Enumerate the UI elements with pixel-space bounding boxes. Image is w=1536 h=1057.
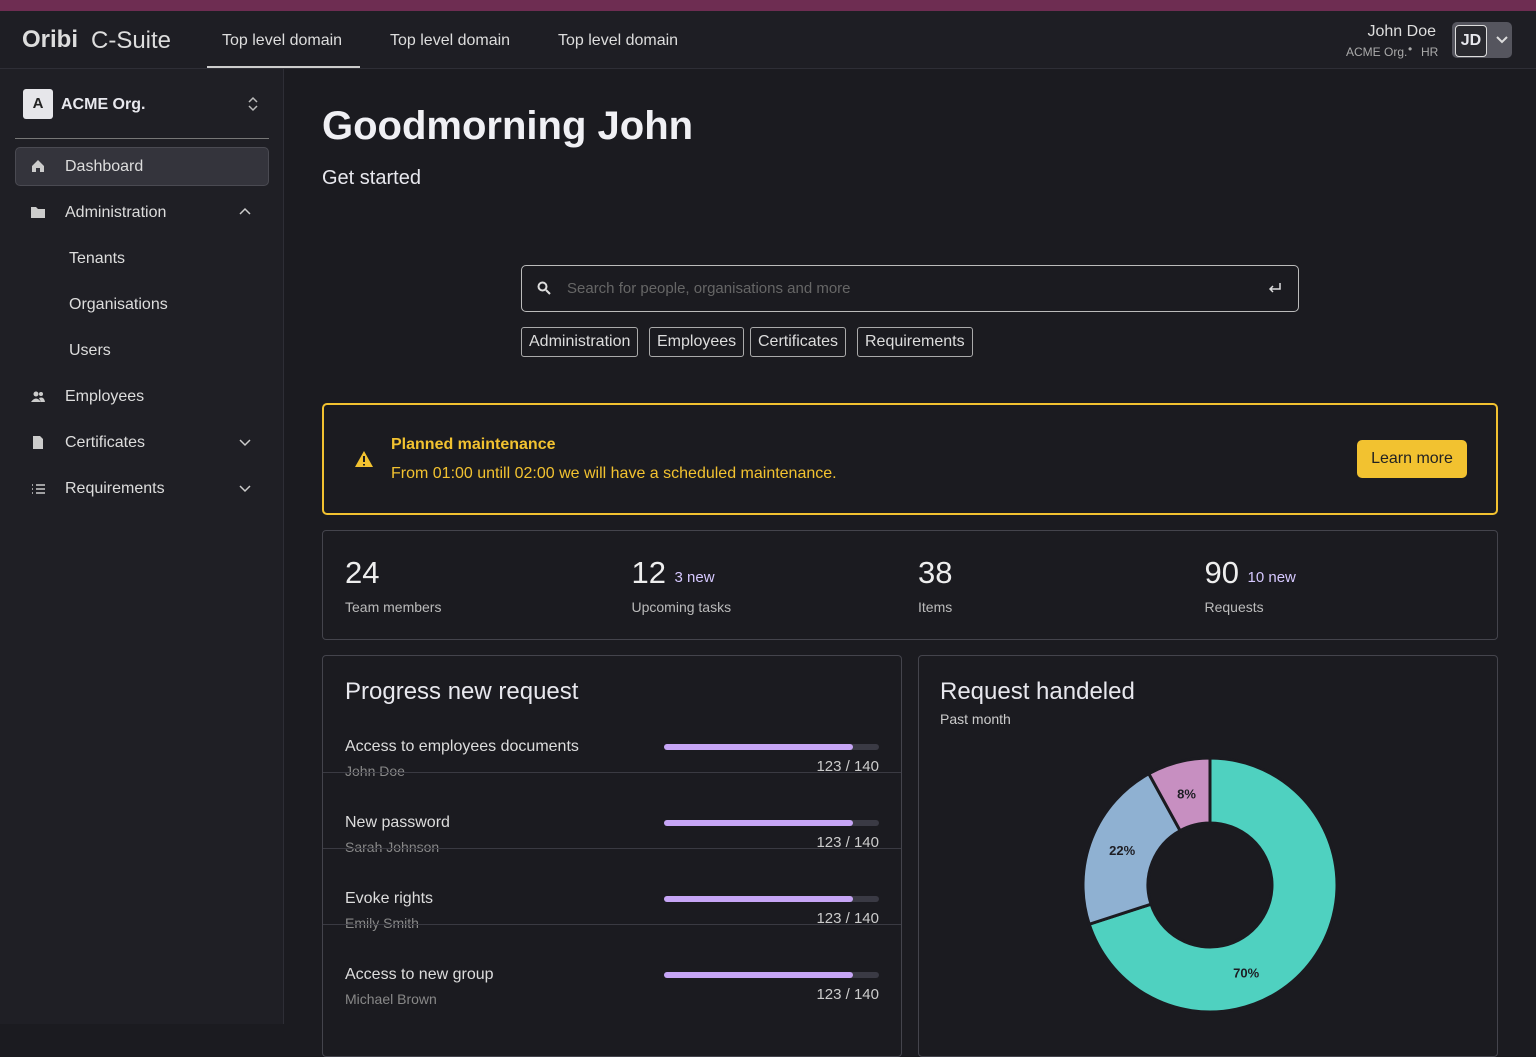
tab-underline [207, 66, 360, 68]
chip[interactable]: Requirements [857, 327, 973, 357]
icon-list [32, 484, 45, 494]
tab[interactable]: Top level domain [222, 32, 343, 49]
org-switch[interactable] [247, 96, 259, 112]
nav-sub-item[interactable]: Users [69, 342, 111, 359]
nav-active[interactable] [15, 147, 269, 186]
alert-title: Planned maintenance [391, 436, 556, 453]
product: C-Suite [91, 27, 172, 54]
request-name: Evoke rights [345, 890, 434, 907]
stat-note: 10 new [1247, 569, 1296, 586]
row-separator [323, 772, 901, 773]
request-name: New password [345, 814, 450, 831]
icon-warning [355, 451, 373, 467]
nav-item[interactable]: Certificates [65, 434, 146, 451]
request-name: Access to new group [345, 966, 494, 983]
icon-folder [31, 207, 45, 218]
user-org: ACME Org. [1346, 45, 1408, 59]
user-role: HR [1421, 45, 1439, 59]
slice-label: 8% [1177, 786, 1196, 801]
dot: • [1408, 42, 1413, 56]
nav-item[interactable]: Dashboard [65, 158, 144, 175]
chip[interactable]: Employees [649, 327, 745, 357]
nav-item[interactable]: Administration [65, 204, 167, 221]
stat-value: 24 [345, 555, 380, 590]
progress-bar [664, 744, 853, 750]
progress-label: 123 / 140 [816, 834, 879, 851]
chevron [239, 207, 251, 215]
learn-more-button[interactable]: Learn more [1357, 440, 1467, 478]
divider [15, 138, 269, 139]
request-person: John Doe [345, 763, 405, 779]
progress-label: 123 / 140 [816, 986, 879, 1003]
icon-doc [33, 436, 43, 449]
progress-bar [664, 820, 853, 826]
nav-item[interactable]: Employees [65, 388, 145, 405]
search-box[interactable] [521, 265, 1299, 312]
tab[interactable]: Top level domain [390, 32, 511, 49]
donut-slice [1146, 756, 1212, 833]
icon-enter [1268, 283, 1281, 293]
stat-label: Upcoming tasks [631, 599, 732, 615]
greeting: Goodmorning John [322, 104, 694, 148]
header [0, 11, 1536, 69]
alert-message: From 01:00 untill 02:00 we will have a s… [391, 465, 837, 482]
sidebar [0, 69, 284, 1024]
chip[interactable]: Certificates [750, 327, 847, 357]
progress-track [664, 820, 879, 826]
donut-slice [1087, 756, 1339, 1014]
stat-value: 38 [918, 555, 953, 590]
stat-note: 3 new [674, 569, 715, 586]
slice-label: 70% [1233, 965, 1259, 980]
nav-sub-item[interactable]: Tenants [69, 250, 126, 267]
row-separator [323, 848, 901, 849]
tab[interactable]: Top level domain [558, 32, 679, 49]
alert [322, 403, 1498, 515]
search-placeholder: Search for people, organisations and mor… [567, 280, 851, 297]
icon-people [31, 391, 45, 402]
stat-value: 12 [631, 555, 666, 590]
chevron [239, 485, 251, 493]
progress-label: 123 / 140 [816, 758, 879, 775]
progress-track [664, 972, 879, 978]
icon-home [32, 160, 44, 172]
icon-search [537, 281, 551, 295]
request-person: Emily Smith [345, 915, 419, 931]
user-name: John Doe [1367, 23, 1437, 40]
nav-item[interactable]: Requirements [65, 480, 165, 497]
avatar: JD [1455, 25, 1487, 57]
request-person: Sarah Johnson [345, 839, 440, 855]
brand: Oribi [22, 26, 79, 53]
chevron [1496, 36, 1508, 44]
stat-label: Team members [345, 599, 442, 615]
chart-subtitle: Past month [940, 711, 1011, 727]
progress-bar [664, 896, 853, 902]
nav-sub-item[interactable]: Organisations [69, 296, 168, 313]
chip[interactable]: Administration [521, 327, 639, 357]
progress-label: 123 / 140 [816, 910, 879, 927]
card-title: Progress new request [345, 678, 579, 705]
subtitle: Get started [322, 167, 421, 189]
progress-bar [664, 972, 853, 978]
slice-label: 22% [1109, 843, 1135, 858]
stat-value: 90 [1204, 555, 1239, 590]
chevron [239, 439, 251, 447]
progress-track [664, 896, 879, 902]
donut-chart: 70% 22% 8% [1081, 756, 1339, 1014]
org-badge: A [23, 89, 53, 119]
donut-slice [1081, 771, 1183, 927]
chart-title: Request handeled [940, 678, 1135, 705]
request-person: Michael Brown [345, 991, 437, 1007]
top-strip [0, 0, 1536, 11]
org-name[interactable]: ACME Org. [61, 96, 146, 113]
stat-label: Requests [1204, 599, 1264, 615]
request-name: Access to employees documents [345, 738, 579, 755]
stats-card [322, 530, 1498, 640]
row-separator [323, 924, 901, 925]
stat-label: Items [918, 599, 953, 615]
progress-track [664, 744, 879, 750]
